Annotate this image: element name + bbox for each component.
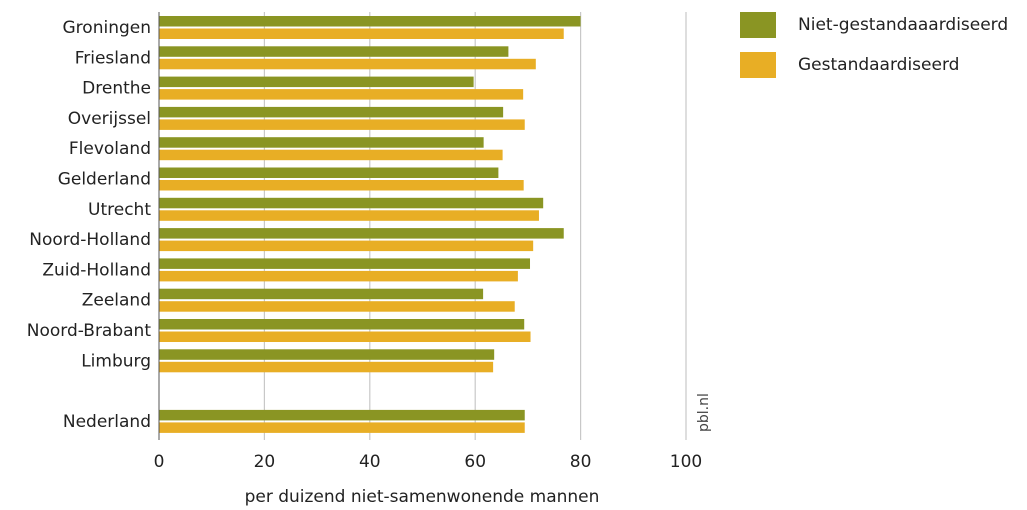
bar-flevoland-series-1 <box>159 149 503 161</box>
x-tick-label: 100 <box>670 452 702 472</box>
bar-drenthe-series-1 <box>159 89 524 100</box>
bar-noord-holland-series-1 <box>159 240 534 252</box>
bar-flevoland-series-0 <box>159 137 484 148</box>
bar-nederland-series-1 <box>159 422 525 433</box>
bar-zeeland-series-1 <box>159 301 515 312</box>
x-tick-labels: 0 20 40 60 80 100 <box>154 452 703 472</box>
x-tick-label: 40 <box>359 452 381 472</box>
category-label: Drenthe <box>82 79 151 99</box>
category-label: Nederland <box>63 412 151 432</box>
bar-friesland-series-0 <box>159 46 509 57</box>
bar-zuid-holland-series-1 <box>159 270 518 282</box>
bar-utrecht-series-1 <box>159 210 539 221</box>
category-label: Noord-Holland <box>29 230 151 250</box>
bar-drenthe-series-0 <box>159 76 474 88</box>
category-label: Groningen <box>63 18 152 38</box>
bar-zuid-holland-series-0 <box>159 258 531 269</box>
bar-friesland-series-1 <box>159 58 536 70</box>
bar-groningen-series-1 <box>159 28 564 39</box>
bars <box>159 16 581 433</box>
x-tick-label: 20 <box>254 452 276 472</box>
category-label: Zeeland <box>82 291 151 311</box>
category-label: Zuid-Holland <box>42 260 151 280</box>
legend-item-gestandaardiseerd: Gestandaardiseerd <box>740 52 1008 78</box>
legend: Niet-gestandaaardiseerd Gestandaardiseer… <box>740 12 1008 92</box>
legend-label: Niet-gestandaaardiseerd <box>798 15 1009 35</box>
bar-noord-brabant-series-0 <box>159 319 525 330</box>
legend-swatch <box>740 52 776 78</box>
x-axis-title: per duizend niet-samenwonende mannen <box>245 487 600 507</box>
bar-overijssel-series-1 <box>159 119 525 130</box>
legend-swatch <box>740 12 776 38</box>
category-label: Overijssel <box>68 109 151 129</box>
category-labels: Groningen Friesland Drenthe Overijssel Flevo… <box>27 18 152 432</box>
legend-label: Gestandaardiseerd <box>798 55 960 75</box>
bar-utrecht-series-0 <box>159 197 544 209</box>
bar-gelderland-series-1 <box>159 180 524 191</box>
source-watermark: pbl.nl <box>696 393 712 432</box>
category-label: Flevoland <box>69 139 151 159</box>
x-tick-label: 60 <box>464 452 486 472</box>
bar-nederland-series-0 <box>159 409 525 421</box>
x-tick-label: 80 <box>570 452 592 472</box>
bar-overijssel-series-0 <box>159 106 504 118</box>
category-label: Utrecht <box>88 200 151 220</box>
x-tick-label: 0 <box>154 452 165 472</box>
bar-limburg-series-0 <box>159 349 495 360</box>
bar-groningen-series-0 <box>159 16 581 27</box>
bar-zeeland-series-0 <box>159 288 484 300</box>
category-label: Limburg <box>81 351 151 371</box>
bar-limburg-series-1 <box>159 361 494 373</box>
category-label: Friesland <box>75 48 151 68</box>
category-label: Gelderland <box>58 170 151 190</box>
category-label: Noord-Brabant <box>27 321 152 341</box>
legend-item-niet-gestandaardiseerd: Niet-gestandaaardiseerd <box>740 12 1008 38</box>
bar-noord-holland-series-0 <box>159 228 564 239</box>
bar-gelderland-series-0 <box>159 167 499 178</box>
gridlines <box>263 12 687 440</box>
bar-noord-brabant-series-1 <box>159 331 531 342</box>
